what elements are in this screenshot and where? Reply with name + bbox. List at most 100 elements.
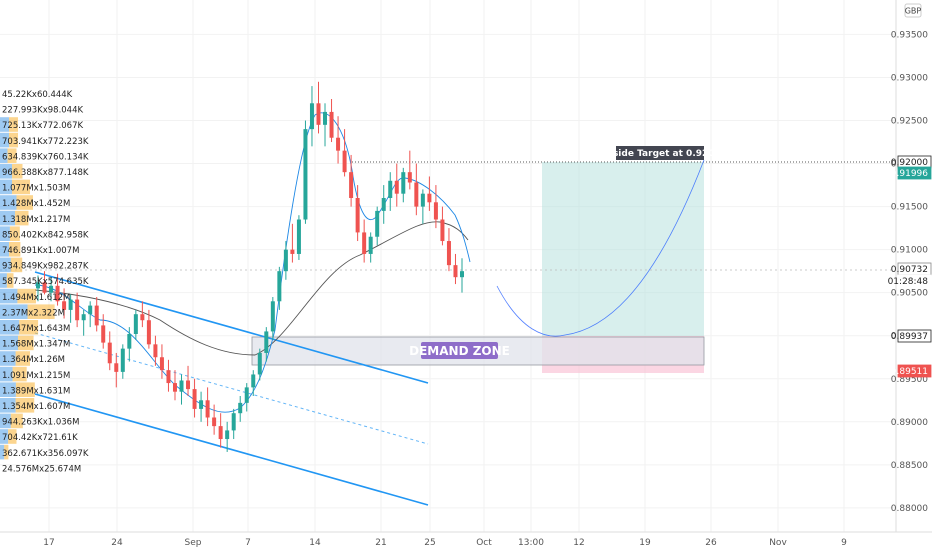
candle-body [36,282,40,289]
candle-body [303,129,308,220]
x-tick-label: Oct [476,538,492,548]
price-tag [897,364,932,378]
y-tick-label: 0.93500 [891,30,928,40]
candlestick-series [36,81,464,452]
x-tick-label: 24 [111,538,123,548]
y-tick-label: 0.88000 [891,504,928,514]
y-tick-label: 0.89500 [891,375,928,385]
volume-bar-buy [0,288,18,304]
x-tick-label: Sep [185,538,202,548]
candle-body [388,180,393,198]
candle-body [296,219,301,254]
target-zone [542,162,704,336]
candle-body [127,334,132,349]
candle-body [257,352,262,375]
candle-body [238,402,243,414]
volume-profile-label: 227.993Kx98.044K [2,106,83,116]
candle-body [199,400,204,409]
candle-body [440,219,445,242]
volume-profile-label: 966.388Kx877.148K [2,168,89,178]
candle-body [401,172,406,194]
candle-body [114,363,119,372]
candle-body [309,103,314,130]
price-tag-label: 01:28:48 [888,277,929,287]
candle-body [251,374,256,388]
volume-bar-buy [0,242,9,257]
candle-body [270,301,275,332]
candle-body [277,271,282,302]
volume-bar-sell [7,148,17,163]
volume-bar-sell [16,195,33,210]
volume-profile-label: 1.318Mx1.217M [2,215,70,225]
volume-bar-buy [0,195,17,210]
price-tag-label: 0.89937 [891,332,928,342]
candle-body [355,197,360,233]
candle-body [316,103,321,125]
volume-bar-buy [0,273,7,288]
volume-profile-label: 1.364Mx1.26M [2,355,65,365]
volume-bar-sell [9,226,20,241]
volume-profile-label: 1.091Mx1.215M [2,371,70,381]
volume-bar-buy [0,351,16,366]
candle-body [159,357,164,371]
volume-profile-label: 2.37Mx2.322M [2,308,65,318]
volume-bar-buy [0,429,9,444]
volume-profile-label: 850.402Kx842.958K [2,230,89,240]
volume-bar-sell [10,257,23,273]
volume-profile-label: 362.671Kx356.097K [2,449,89,459]
volume-bar-sell [15,382,35,397]
candle-body [133,314,138,335]
candle-body [62,301,67,310]
volume-bar-sell [12,164,23,179]
volume-profile-label: 725.13Kx772.067K [2,121,83,131]
y-tick-label: 0.90500 [891,289,928,299]
candle-body [231,413,236,431]
volume-bar-sell [9,242,21,257]
candle-body [368,236,373,254]
volume-profile-label: 1.568Mx1.347M [2,340,70,350]
candle-body [323,111,328,125]
volume-bar-buy [0,366,13,382]
x-tick-label: 21 [375,538,386,548]
price-tag [897,329,932,343]
gridlines [0,0,896,532]
volume-profile-label: 1.389Mx1.631M [2,386,70,396]
volume-profile-label: 45.22Kx60.444K [2,90,73,100]
candle-body [336,137,341,151]
price-tag-label: 0.89511 [891,367,928,377]
y-tick-label: 0.93000 [891,73,928,83]
currency-badge-box[interactable] [904,3,922,18]
x-tick-label: 7 [245,538,251,548]
price-tag-label: 0.92000 [891,158,928,168]
volume-profile: 45.22Kx60.444K 227.993Kx98.044K 725.13Kx77… [0,90,89,474]
demand-zone-label: DEMAND ZONE [409,344,510,358]
demand-zone-label-box [421,342,498,359]
volume-bar-buy [0,132,9,148]
volume-bar-sell [4,444,9,460]
volume-bar-buy [0,320,20,335]
volume-bar-buy [0,210,15,226]
candle-body [433,202,438,220]
candle-body [329,111,334,138]
projection-curve [496,159,705,337]
volume-profile-label: 704.42Kx721.61K [2,433,78,443]
candle-body [427,193,432,203]
candle-body [186,380,191,390]
candle-body [264,331,269,353]
price-tag [897,274,932,288]
y-tick-label: 0.92500 [891,117,928,127]
time-axis-ticks: 17 24 Sep 7 14 21 25 Oct 13:00 12 19 26 Nov 9 [43,538,847,548]
plot-area[interactable] [0,0,896,532]
volume-profile-label: 934.849Kx982.287K [2,262,89,272]
candle-body [172,383,177,392]
candle-body [101,325,106,343]
volume-profile-label: 1.077Mx1.503M [2,184,70,194]
currency-badge: GBP [905,7,922,16]
candle-body [225,430,230,440]
candle-body [218,426,223,440]
price-tag-label: 0.91996 [891,169,928,179]
time-axis[interactable] [0,532,932,550]
channel-lower-line [34,393,429,506]
